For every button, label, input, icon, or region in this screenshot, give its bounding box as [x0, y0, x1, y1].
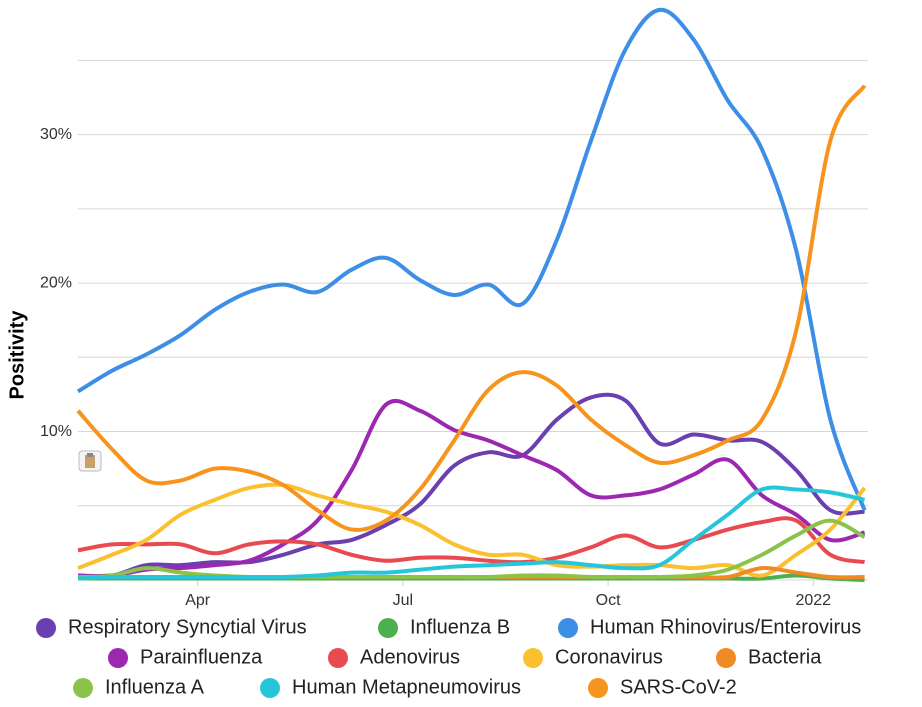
legend-label: Adenovirus: [360, 646, 460, 668]
legend-label: Influenza A: [105, 676, 205, 698]
legend-swatch: [558, 618, 578, 638]
y-tick-label: 10%: [40, 423, 72, 440]
legend-swatch: [588, 678, 608, 698]
x-tick-label: Oct: [596, 592, 621, 609]
y-tick-label: 20%: [40, 274, 72, 291]
legend-label: SARS-CoV-2: [620, 676, 737, 698]
legend-swatch: [73, 678, 93, 698]
legend-swatch: [260, 678, 280, 698]
series-line: [77, 482, 867, 578]
legend-label: Respiratory Syncytial Virus: [68, 616, 307, 638]
legend-swatch: [378, 618, 398, 638]
series-line: [77, 485, 866, 581]
x-tick-label: Apr: [185, 592, 211, 609]
x-tick-label: Jul: [393, 592, 413, 609]
legend-swatch: [108, 648, 128, 668]
legend-label: Human Rhinovirus/Enterovirus: [590, 616, 861, 638]
y-tick-label: 30%: [40, 126, 72, 143]
legend-label: Bacteria: [748, 646, 822, 668]
legend-label: Human Metapneumovirus: [292, 676, 521, 698]
series-line: [77, 516, 866, 565]
legend-swatch: [36, 618, 56, 638]
series-line: [76, 84, 867, 532]
legend-swatch: [523, 648, 543, 668]
legend-label: Influenza B: [410, 616, 510, 638]
y-axis-label: Positivity: [6, 310, 28, 400]
legend-label: Parainfluenza: [140, 646, 263, 668]
clipboard-icon: [78, 450, 102, 472]
legend-swatch: [716, 648, 736, 668]
legend-label: Coronavirus: [555, 646, 663, 668]
series-line: [77, 398, 866, 578]
legend-swatch: [328, 648, 348, 668]
series-line: [76, 7, 867, 511]
x-tick-label: 2022: [795, 592, 831, 609]
